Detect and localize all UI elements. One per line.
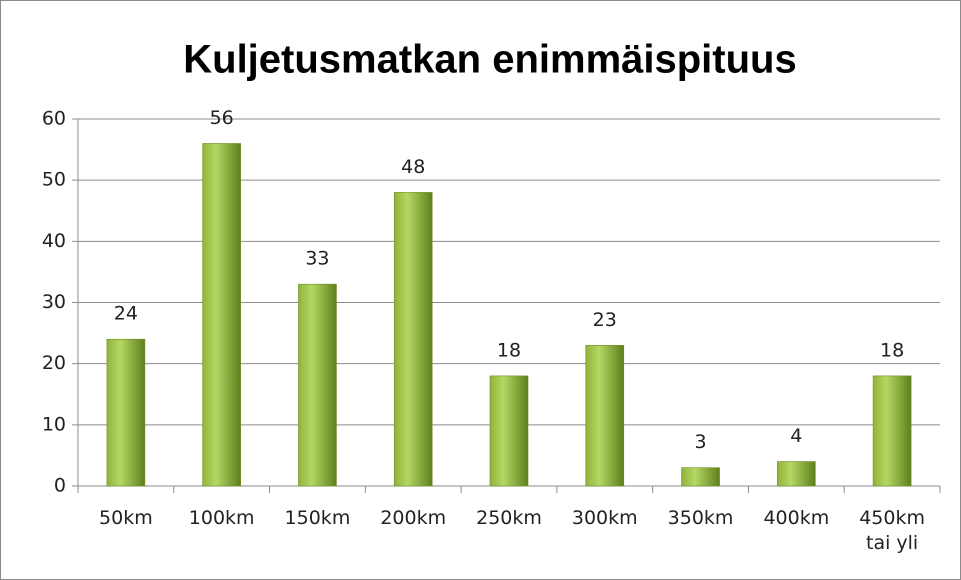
data-label: 18 [497, 339, 521, 361]
bar [489, 375, 529, 487]
x-tick-label: 250km [476, 507, 542, 529]
bar [777, 461, 816, 487]
bar [872, 375, 912, 487]
x-tick-label: 150km [284, 507, 351, 529]
x-tick-label: 50km [99, 507, 153, 529]
data-label: 56 [210, 107, 234, 129]
x-tick-label: 450km tai yli [859, 507, 925, 554]
x-tick-label: 350km [667, 507, 734, 529]
y-tick-label: 10 [42, 413, 66, 435]
x-tick-label: 200km [380, 507, 447, 529]
bar [202, 143, 241, 487]
data-label: 18 [880, 339, 904, 361]
bar [681, 467, 720, 487]
y-tick-label: 30 [42, 291, 66, 313]
data-label: 48 [401, 156, 425, 178]
x-tick-label: 100km [188, 507, 255, 529]
chart-title: Kuljetusmatkan enimmäispituus [183, 38, 796, 82]
y-tick-label: 50 [42, 169, 66, 191]
bar [393, 192, 433, 487]
data-label: 3 [695, 431, 707, 453]
x-tick-label: 400km [763, 507, 830, 529]
y-tick-label: 0 [54, 475, 66, 497]
y-tick-label: 40 [42, 230, 66, 252]
bar [298, 283, 337, 487]
y-tick-label: 60 [42, 108, 66, 130]
data-label: 23 [593, 309, 617, 331]
y-tick-label: 20 [42, 352, 66, 374]
bar [106, 338, 146, 487]
bar [585, 345, 625, 487]
x-tick-label: 300km [571, 507, 638, 529]
data-label: 24 [114, 303, 138, 325]
data-label: 33 [305, 248, 329, 270]
data-label: 4 [790, 425, 802, 447]
